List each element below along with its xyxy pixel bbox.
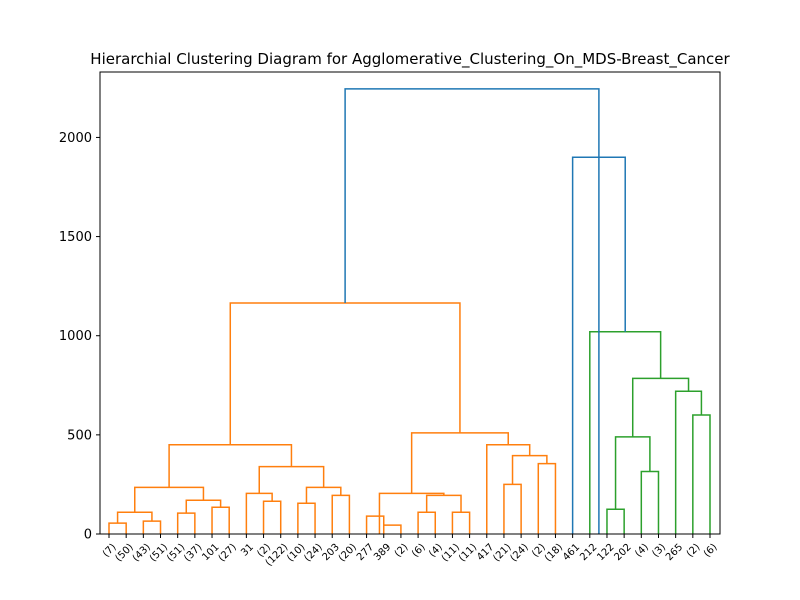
x-axis: (7)(50)(43)(51)(51)(37)101(27) 31 (2)(122)… xyxy=(101,534,720,569)
plot-frame xyxy=(99,71,721,535)
dendrogram-link xyxy=(503,483,522,534)
dendrogram-link xyxy=(344,88,600,534)
dendrogram-link xyxy=(537,462,557,534)
leaf-label: 122 xyxy=(595,542,616,563)
leaf-label: (2) xyxy=(685,542,703,560)
leaf-label: 203 xyxy=(321,542,342,563)
dendrogram-link xyxy=(692,414,711,534)
leaf-label: 461 xyxy=(561,542,582,563)
dendrogram-link xyxy=(614,436,651,510)
dendrogram-link xyxy=(511,454,548,485)
dendrogram-link xyxy=(417,511,437,534)
dendrogram-link xyxy=(640,470,660,534)
leaf-label: (43) xyxy=(131,542,153,564)
chart-title: Hierarchial Clustering Diagram for Agglo… xyxy=(90,50,730,69)
dendrogram-links xyxy=(108,88,711,534)
dendrogram-link xyxy=(142,520,162,534)
dendrogram-link xyxy=(245,492,273,534)
dendrogram-link xyxy=(211,506,230,534)
leaf-label: (11) xyxy=(457,542,479,564)
y-tick-label: 1500 xyxy=(59,230,92,245)
leaf-label: 202 xyxy=(613,542,634,563)
dendrogram-link xyxy=(631,377,690,437)
y-tick-label: 500 xyxy=(67,428,92,443)
leaf-label: (21) xyxy=(491,542,513,564)
leaf-label: (24) xyxy=(302,542,324,564)
leaf-label: 265 xyxy=(664,542,685,563)
leaf-label: (6) xyxy=(410,542,428,560)
dendrogram-link xyxy=(382,524,402,534)
leaf-label: (51) xyxy=(148,542,170,564)
dendrogram-link xyxy=(116,511,153,524)
leaf-label: 31 xyxy=(239,542,256,559)
leaf-label: (4) xyxy=(633,542,651,560)
dendrogram-link xyxy=(176,512,196,534)
dendrogram-link xyxy=(486,444,531,534)
dendrogram-link xyxy=(365,515,385,534)
leaf-label: 212 xyxy=(578,542,599,563)
dendrogram-link xyxy=(425,494,462,513)
leaf-label: (27) xyxy=(217,542,239,564)
leaf-label: 417 xyxy=(475,542,496,563)
leaf-label: 389 xyxy=(372,542,393,563)
leaf-label: (18) xyxy=(543,542,565,564)
dendrogram-link xyxy=(410,432,509,494)
dendrogram-link xyxy=(108,522,127,534)
leaf-label: (51) xyxy=(165,542,187,564)
leaf-label: 101 xyxy=(200,542,221,563)
leaf-label: (10) xyxy=(285,542,307,564)
dendrogram-link xyxy=(297,502,316,534)
y-tick-label: 2000 xyxy=(59,131,92,146)
leaf-label: (2) xyxy=(393,542,411,560)
dendrogram-link xyxy=(451,511,471,534)
dendrogram-link xyxy=(606,508,625,534)
y-tick-label: 1000 xyxy=(59,329,92,344)
dendrogram-link xyxy=(258,465,325,494)
dendrogram-link xyxy=(229,302,461,445)
leaf-label: (24) xyxy=(508,542,530,564)
leaf-label: (11) xyxy=(440,542,462,564)
dendrogram-link xyxy=(262,500,282,534)
leaf-label: 277 xyxy=(355,542,376,563)
y-tick-label: 0 xyxy=(84,528,92,543)
leaf-label: (20) xyxy=(337,542,359,564)
leaf-label: (6) xyxy=(702,542,720,560)
dendrogram-link xyxy=(331,494,351,534)
dendrogram-link xyxy=(185,499,222,514)
dendrogram-link xyxy=(378,492,445,534)
dendrogram-link xyxy=(168,444,293,488)
leaf-label: (37) xyxy=(182,542,204,564)
dendrogram-link xyxy=(589,331,662,534)
dendrogram-link xyxy=(674,390,703,534)
leaf-label: (50) xyxy=(114,542,136,564)
y-axis: 0 500 1000 1500 2000 xyxy=(59,131,100,543)
